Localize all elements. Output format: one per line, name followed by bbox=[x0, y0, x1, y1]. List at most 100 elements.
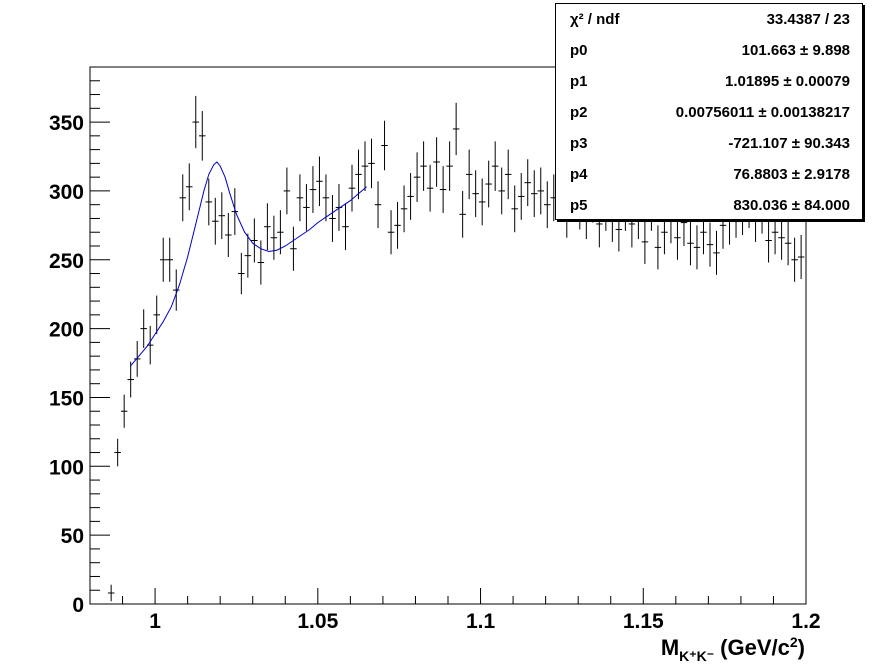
data-point bbox=[394, 201, 401, 249]
stats-value: 830.036 ± 84.000 bbox=[733, 197, 850, 214]
stats-label: χ² / ndf bbox=[570, 11, 620, 28]
data-point bbox=[205, 178, 213, 226]
data-point bbox=[472, 170, 479, 218]
stats-label: p2 bbox=[570, 104, 588, 121]
data-point bbox=[296, 174, 304, 222]
y-tick-label: 100 bbox=[49, 456, 84, 479]
fit-stats-box: χ² / ndf 33.4387 / 23 p0 101.663 ± 9.898… bbox=[555, 3, 863, 220]
data-point bbox=[199, 111, 206, 161]
data-point bbox=[537, 167, 545, 215]
data-point bbox=[713, 230, 720, 275]
data-point bbox=[225, 212, 232, 258]
x-tick-label: 1.15 bbox=[623, 610, 664, 633]
data-point bbox=[641, 219, 649, 264]
data-point bbox=[348, 164, 356, 212]
x-tick-label: 1.1 bbox=[466, 610, 496, 633]
x-tick-label: 1.2 bbox=[791, 610, 820, 633]
stats-row-p4: p4 76.8803 ± 2.9178 bbox=[556, 159, 862, 190]
data-point bbox=[140, 309, 147, 348]
data-point bbox=[335, 184, 343, 231]
data-point bbox=[244, 233, 252, 278]
stats-row-p2: p2 0.00756011 ± 0.00138217 bbox=[556, 97, 862, 128]
stats-value: 76.8803 ± 2.9178 bbox=[733, 166, 850, 183]
data-point bbox=[153, 295, 160, 335]
data-point bbox=[283, 167, 291, 215]
x-axis-title-subscript: K⁺K⁻ bbox=[679, 648, 714, 664]
data-point bbox=[478, 178, 486, 226]
x-axis-title-unit: (GeV/c bbox=[720, 635, 790, 660]
data-point bbox=[179, 174, 187, 222]
stats-label: p5 bbox=[570, 197, 588, 214]
stats-label: p3 bbox=[570, 135, 588, 152]
data-point bbox=[355, 149, 362, 200]
data-point bbox=[784, 221, 792, 266]
y-tick-label: 0 bbox=[72, 594, 84, 617]
stats-value: 1.01895 ± 0.00079 bbox=[724, 73, 850, 90]
stats-value: 101.663 ± 9.898 bbox=[741, 42, 850, 59]
y-tick-label: 50 bbox=[61, 525, 84, 548]
data-point bbox=[290, 226, 297, 271]
x-axis-title-unit-superscript: 2 bbox=[790, 634, 798, 650]
stats-row-p3: p3 -721.107 ± 90.343 bbox=[556, 128, 862, 159]
data-point bbox=[303, 184, 310, 231]
data-point bbox=[452, 102, 460, 156]
data-point bbox=[544, 181, 551, 229]
data-point bbox=[511, 185, 518, 233]
stats-row-p5: p5 830.036 ± 84.000 bbox=[556, 190, 862, 221]
stats-row-chi2: χ² / ndf 33.4387 / 23 bbox=[556, 4, 862, 35]
data-point bbox=[765, 218, 772, 263]
data-point bbox=[159, 237, 167, 282]
data-point bbox=[498, 167, 505, 215]
data-point bbox=[107, 584, 115, 602]
data-point bbox=[485, 160, 492, 208]
data-point bbox=[192, 95, 200, 149]
data-point bbox=[186, 163, 193, 211]
y-axis: 0 50 100 150 200 250 300 350 bbox=[49, 80, 110, 617]
data-point bbox=[433, 137, 440, 187]
x-tick-label: 1.05 bbox=[297, 610, 338, 633]
data-point bbox=[797, 234, 805, 280]
data-point bbox=[270, 215, 278, 260]
data-point bbox=[342, 203, 349, 251]
stats-label: p0 bbox=[570, 42, 588, 59]
x-axis-title-unit-close: ) bbox=[798, 635, 805, 660]
data-point bbox=[459, 190, 466, 238]
data-point bbox=[524, 159, 531, 207]
data-point bbox=[172, 269, 180, 311]
stats-value: -721.107 ± 90.343 bbox=[728, 135, 850, 152]
stats-value: 33.4387 / 23 bbox=[766, 11, 850, 28]
data-point bbox=[654, 225, 662, 270]
data-point bbox=[413, 152, 421, 202]
data-point bbox=[127, 361, 134, 398]
stats-label: p4 bbox=[570, 166, 588, 183]
data-point bbox=[491, 141, 499, 191]
stats-row-p0: p0 101.663 ± 9.898 bbox=[556, 35, 862, 66]
data-point bbox=[381, 120, 388, 171]
data-point bbox=[674, 215, 681, 260]
data-point bbox=[309, 166, 317, 213]
data-point bbox=[133, 341, 141, 377]
data-point bbox=[530, 170, 538, 218]
data-point bbox=[791, 237, 798, 282]
fit-curve bbox=[130, 161, 367, 367]
data-point bbox=[465, 149, 473, 200]
stats-value: 0.00756011 ± 0.00138217 bbox=[675, 104, 850, 121]
data-point bbox=[687, 221, 694, 266]
data-point bbox=[218, 192, 226, 240]
data-point bbox=[504, 149, 512, 200]
data-point bbox=[166, 237, 173, 282]
data-point bbox=[231, 188, 239, 235]
data-point bbox=[329, 195, 336, 242]
data-point bbox=[778, 215, 785, 260]
data-point bbox=[693, 225, 701, 270]
data-point bbox=[212, 197, 219, 245]
data-point bbox=[374, 181, 382, 229]
x-axis: 1 1.05 1.1 1.15 1.2 bbox=[89, 588, 821, 633]
stats-label: p1 bbox=[570, 73, 588, 90]
x-axis-title: MK⁺K⁻ (GeV/c2) bbox=[661, 634, 805, 664]
y-tick-label: 150 bbox=[49, 387, 84, 410]
data-point bbox=[322, 174, 330, 222]
data-point bbox=[446, 141, 453, 191]
data-point bbox=[420, 141, 427, 191]
data-point bbox=[120, 394, 128, 428]
